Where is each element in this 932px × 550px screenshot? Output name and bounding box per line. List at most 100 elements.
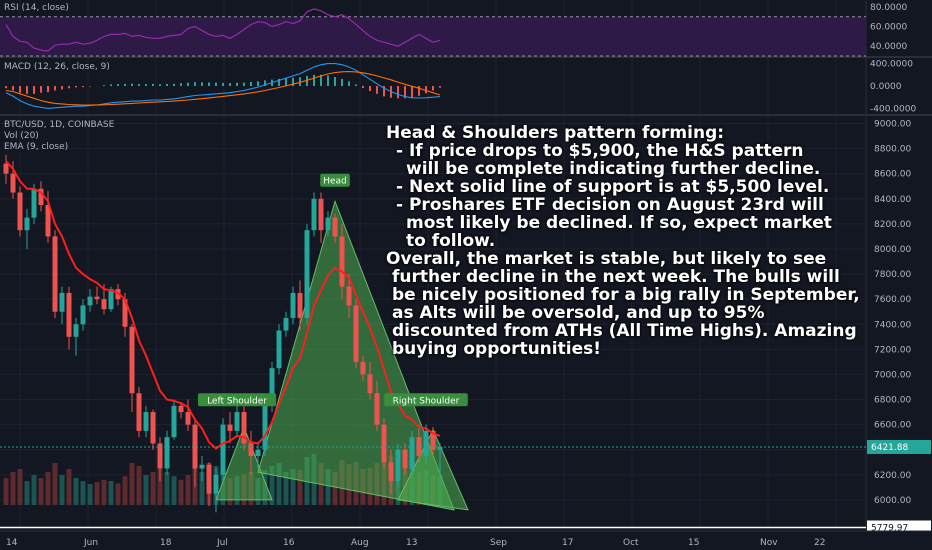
candle-body [206,464,212,494]
candle-body [87,296,93,306]
volume-bar [276,463,282,505]
candle-body [185,412,191,425]
candle-body [10,173,16,193]
volume-bar [122,476,128,505]
volume-bar [185,475,191,505]
annotation-bullet-cont: most likely be declined. If so, expect m… [406,213,832,233]
current-price-tag [867,439,931,454]
volume-bar [283,472,289,505]
candle-body [269,368,275,406]
price-tick-label: 8800.00 [874,145,911,155]
ema-legend: EMA (9, close) [4,142,69,152]
time-tick-label: Jun [83,538,98,548]
candle-body [150,412,156,444]
volume-legend: Vol (20) [4,131,39,141]
annotation-bullet: - Next solid line of support is at $5,50… [396,177,830,197]
annotation-paragraph: buying opportunities! [392,339,601,359]
candle-body [157,443,163,469]
volume-bar [269,466,275,505]
volume-bar [150,472,156,505]
candle-body [283,317,289,331]
volume-bar [3,478,9,505]
time-tick-label: 15 [688,538,699,548]
volume-bar [171,476,177,505]
candle-body [339,236,345,287]
candle-body [227,424,233,431]
annotation-bullet: - If price drops to $5,900, the H&S patt… [396,141,804,161]
candle-body [199,464,205,469]
volume-bar [80,481,86,505]
price-title: BTC/USD, 1D, COINBASE [4,120,115,130]
candle-body [402,449,408,469]
annotation-paragraph: as Alts will be oversold, and up to 95% [392,303,765,323]
volume-bar [52,463,58,505]
candle-body [318,198,324,231]
rsi-title: RSI (14, close) [4,3,69,13]
candle-body [136,393,142,431]
candle-body [409,437,415,469]
price-tick-label: 8400.00 [874,195,911,205]
support-price-label: 5779.97 [871,523,908,533]
volume-bar [73,478,79,505]
volume-bar [108,481,114,505]
current-price-label: 6421.88 [871,443,908,453]
price-tick-label: 6000.00 [874,496,911,506]
time-tick-label: Nov [760,538,778,548]
candle-body [381,424,387,463]
price-tick-label: 7600.00 [874,295,911,305]
volume-bar [178,479,184,505]
right-shoulder-triangle [397,428,469,511]
annotation-paragraph: further decline in the next week. The bu… [392,267,840,287]
pattern-label: Right Shoulder [393,396,460,406]
candle-body [101,299,107,310]
time-tick-label: Sep [490,538,507,548]
price-tick-label: 8600.00 [874,170,911,180]
candle-body [143,412,149,431]
time-tick-label: 18 [160,538,172,548]
candle-body [80,305,86,325]
candle-body [262,405,268,450]
volume-bar [325,469,331,505]
candle-body [213,474,219,494]
candle-body [311,198,317,231]
candle-body [416,437,422,456]
candle-body [73,324,79,337]
candle-body [24,217,30,231]
rsi-line [5,8,441,52]
pattern-label-box [384,393,468,407]
volume-bar [31,475,37,505]
time-tick-label: 17 [562,538,573,548]
candle-body [304,230,310,318]
volume-bar [17,469,23,505]
rsi-tick-label: 80.0000 [870,3,907,13]
pattern-label-box [197,393,277,407]
candle-body [38,188,44,206]
candle-body [255,449,261,456]
rsi-band [0,16,866,56]
macd-line [5,63,441,109]
price-tick-label: 9000.00 [874,120,911,130]
macd-signal-line [5,71,441,106]
volume-bar [10,472,16,505]
macd-tick-label: -400.0000 [870,104,916,114]
volume-bar [290,469,296,505]
candle-body [234,412,240,431]
time-axis [0,531,932,550]
candle-body [423,430,429,456]
annotation-title: Head & Shoulders pattern forming: [386,123,725,143]
candle-body [3,163,9,174]
candle-body [52,236,58,312]
candle-body [164,437,170,469]
candle-body [395,449,401,482]
volume-bar [87,484,93,505]
candle-body [66,292,72,337]
volume-bar [297,470,303,505]
candle-body [171,405,177,438]
annotation-bullet-cont: to follow. [406,231,496,251]
price-tick-label: 6200.00 [874,471,911,481]
price-tick-label: 7400.00 [874,320,911,330]
volume-bar [115,483,121,505]
volume-bar [24,481,30,505]
